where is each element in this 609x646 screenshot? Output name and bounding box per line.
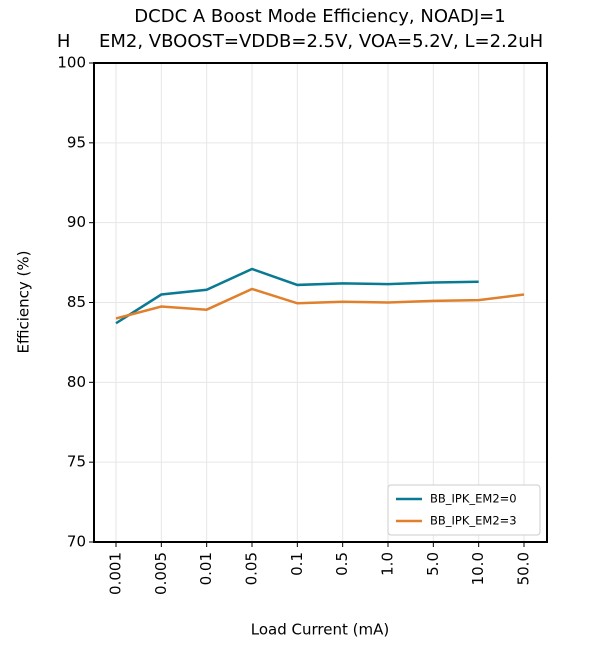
y-tick-label: 80 [67, 373, 86, 391]
y-tick-label: 70 [67, 533, 86, 551]
legend-box [387, 484, 541, 536]
x-tick-label: 10.0 [469, 552, 487, 585]
plot-frame [93, 62, 548, 543]
x-tick-label: 1.0 [379, 552, 397, 576]
y-tick-label: 90 [67, 213, 86, 231]
x-axis-label: Load Current (mA) [251, 621, 389, 639]
chart-subtitle: H EM2, VBOOST=VDDB=2.5V, VOA=5.2V, L=2.2… [57, 31, 543, 52]
series-line [115, 267, 479, 325]
y-tick-label: 75 [67, 453, 86, 471]
legend-label: BB_IPK_EM2=0 [430, 492, 517, 506]
y-tick-label: 95 [67, 133, 86, 151]
series-line [115, 287, 525, 320]
x-tick-label: 50.0 [515, 552, 533, 585]
y-tick-label: 85 [67, 293, 86, 311]
x-tick-label: 0.05 [243, 552, 261, 585]
x-tick-label: 0.1 [288, 552, 306, 576]
chart-title: DCDC A Boost Mode Efficiency, NOADJ=1 [134, 6, 505, 27]
x-tick-label: 0.01 [197, 552, 215, 585]
x-tick-label: 0.001 [107, 552, 125, 595]
x-tick-label: 0.005 [152, 552, 170, 595]
y-axis-label: Efficiency (%) [15, 251, 33, 354]
legend-label: BB_IPK_EM2=3 [430, 514, 517, 528]
y-tick-label: 100 [57, 54, 86, 72]
x-tick-label: 0.5 [333, 552, 351, 576]
x-tick-label: 5.0 [424, 552, 442, 576]
